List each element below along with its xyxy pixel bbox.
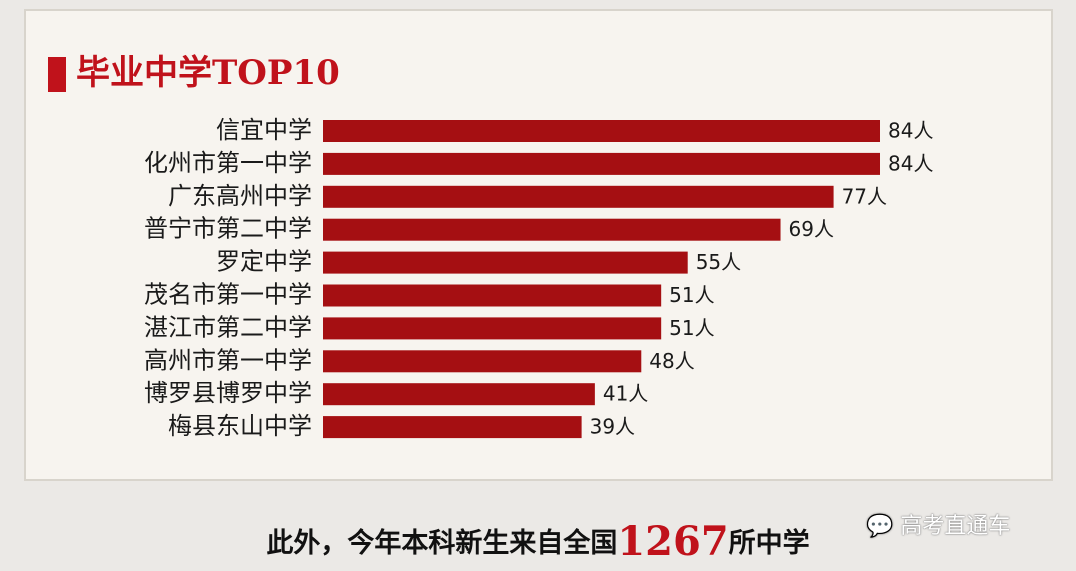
value-label: 84人 (888, 119, 933, 143)
category-label: 博罗县博罗中学 (144, 379, 312, 407)
value-label: 48人 (649, 349, 694, 373)
value-label: 51人 (669, 283, 714, 307)
category-label: 普宁市第二中学 (144, 215, 312, 243)
bar (323, 120, 880, 142)
bar (323, 218, 781, 241)
category-label: 广东高州中学 (168, 182, 312, 210)
category-label: 湛江市第二中学 (144, 313, 312, 341)
value-label: 84人 (888, 151, 933, 175)
bar (323, 284, 662, 307)
category-label: 罗定中学 (216, 248, 312, 276)
value-label: 39人 (590, 415, 635, 439)
footer-prefix: 此外，今年本科新生来自全国 (266, 528, 618, 559)
bar (323, 185, 834, 208)
bar (323, 383, 595, 406)
category-label: 茂名市第一中学 (144, 281, 312, 309)
footer: 此外，今年本科新生来自全国1267所中学 (0, 518, 1076, 565)
value-label: 41人 (603, 382, 648, 406)
bar (323, 350, 642, 373)
footer-suffix: 所中学 (728, 528, 810, 559)
title-marker (48, 57, 66, 92)
value-label: 55人 (696, 250, 741, 274)
bar (323, 416, 582, 439)
value-label: 51人 (669, 316, 714, 340)
category-label: 高州市第一中学 (144, 346, 312, 374)
watermark: 💬 高考直通车 (866, 514, 1011, 539)
footer-number: 1267 (617, 518, 729, 565)
category-label: 信宜中学 (216, 116, 312, 144)
category-label: 梅县东山中学 (168, 412, 312, 440)
value-label: 69人 (789, 217, 834, 241)
value-label: 77人 (842, 184, 887, 208)
watermark-text: 高考直通车 (900, 514, 1011, 539)
bar (323, 251, 688, 274)
chart-title: 毕业中学TOP10 (76, 53, 340, 93)
bar (323, 317, 662, 340)
category-label: 化州市第一中学 (144, 149, 312, 177)
bar (323, 152, 880, 175)
